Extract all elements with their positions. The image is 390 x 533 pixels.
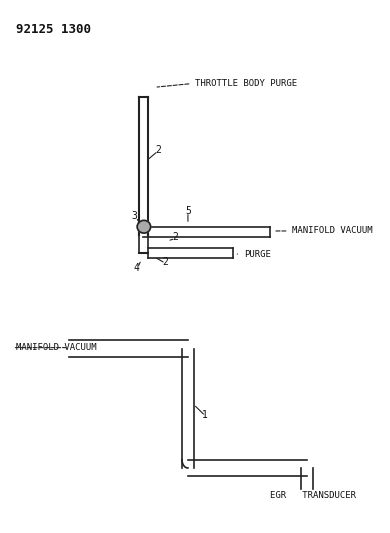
- Text: 2: 2: [155, 145, 161, 155]
- Text: MANIFOLD VACUUM: MANIFOLD VACUUM: [292, 227, 373, 236]
- Text: 5: 5: [185, 206, 191, 216]
- Ellipse shape: [137, 220, 151, 233]
- Text: 1: 1: [202, 410, 207, 420]
- Text: THROTTLE BODY PURGE: THROTTLE BODY PURGE: [195, 79, 298, 88]
- Text: 92125 1300: 92125 1300: [16, 22, 91, 36]
- Text: 3: 3: [131, 211, 137, 221]
- Text: MANIFOLD VACUUM: MANIFOLD VACUUM: [16, 343, 97, 352]
- Text: 4: 4: [133, 263, 139, 272]
- Text: PURGE: PURGE: [244, 251, 271, 260]
- Text: 2: 2: [163, 257, 168, 267]
- Text: EGR   TRANSDUCER: EGR TRANSDUCER: [270, 491, 356, 500]
- Text: 2: 2: [172, 232, 178, 243]
